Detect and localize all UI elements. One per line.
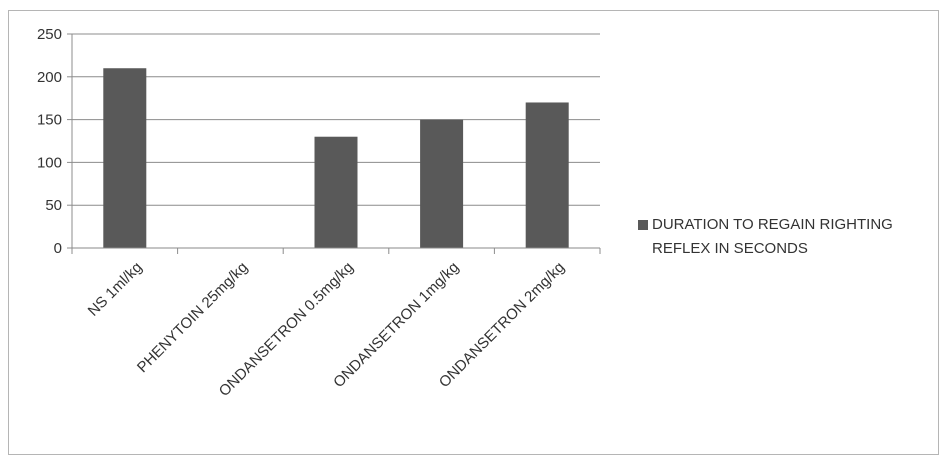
legend-swatch [638, 220, 648, 230]
y-tick-label: 150 [37, 112, 62, 129]
legend-label: DURATION TO REGAIN RIGHTING REFLEX IN SE… [652, 216, 893, 257]
x-tick-label: PHENYTOIN 25mg/kg [134, 259, 251, 376]
gridlines [67, 33, 600, 249]
bars [103, 68, 569, 249]
x-tick-label: NS 1ml/kg [85, 259, 146, 320]
bar [103, 68, 147, 249]
y-tick-label: 200 [37, 69, 62, 86]
y-tick-label: 50 [45, 197, 62, 214]
y-axis-ticks: 0 50 100 150 200 250 [37, 26, 62, 257]
y-tick-label: 0 [54, 240, 62, 257]
x-tick-label: ONDANSETRON 2mg/kg [436, 259, 568, 391]
legend: DURATION TO REGAIN RIGHTING REFLEX IN SE… [638, 213, 943, 261]
bar [314, 136, 358, 248]
y-tick-label: 250 [37, 26, 62, 43]
y-tick-label: 100 [37, 154, 62, 171]
bar [420, 119, 464, 248]
chart-frame [8, 10, 939, 455]
bar [525, 102, 569, 248]
